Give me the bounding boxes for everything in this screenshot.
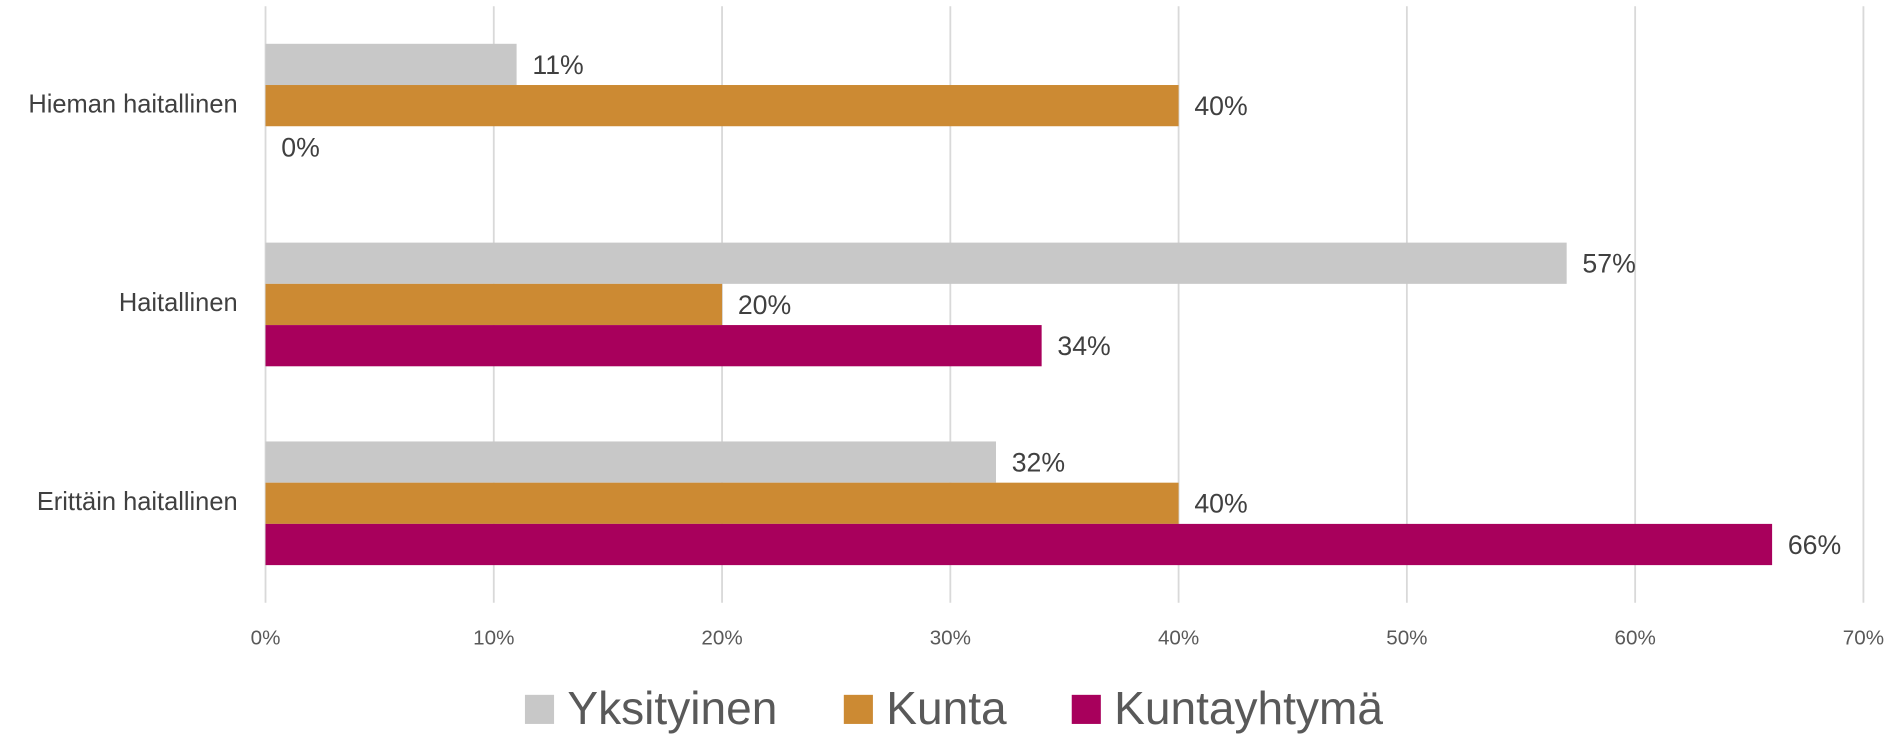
x-tick-label: 70% [1843,627,1884,650]
bar [265,283,723,326]
legend-label: Kuntayhtymä [1114,682,1383,734]
bar [265,482,1179,524]
x-tick-label: 20% [701,627,742,650]
legend-swatch [524,694,555,724]
y-tick-label: Erittäin haitallinen [37,488,238,516]
legend-label: Yksityinen [567,682,777,734]
data-label: 11% [532,50,583,80]
data-label: 32% [1012,448,1065,478]
data-label: 57% [1582,249,1635,279]
x-tick-label: 50% [1386,627,1427,650]
data-label: 20% [738,290,791,320]
bar [265,441,996,483]
y-tick-label: Haitallinen [119,289,238,317]
x-tick-label: 0% [251,627,281,650]
x-tick-label: 40% [1158,627,1199,650]
bar [265,242,1567,284]
bar [265,325,1042,367]
legend-label: Kunta [886,682,1007,734]
x-tick-label: 30% [930,627,971,650]
y-tick-label: Hieman haitallinen [28,90,237,118]
x-tick-label: 60% [1615,627,1656,650]
data-label: 40% [1194,91,1247,121]
bar [265,523,1773,566]
data-label: 34% [1057,331,1110,361]
data-label: 40% [1194,489,1247,519]
data-label: 66% [1788,530,1841,560]
data-label: 0% [281,132,320,162]
bar [265,43,517,86]
bar [265,85,1179,127]
legend-swatch [843,694,873,724]
x-tick-label: 10% [473,627,514,650]
legend-swatch [1071,694,1101,724]
